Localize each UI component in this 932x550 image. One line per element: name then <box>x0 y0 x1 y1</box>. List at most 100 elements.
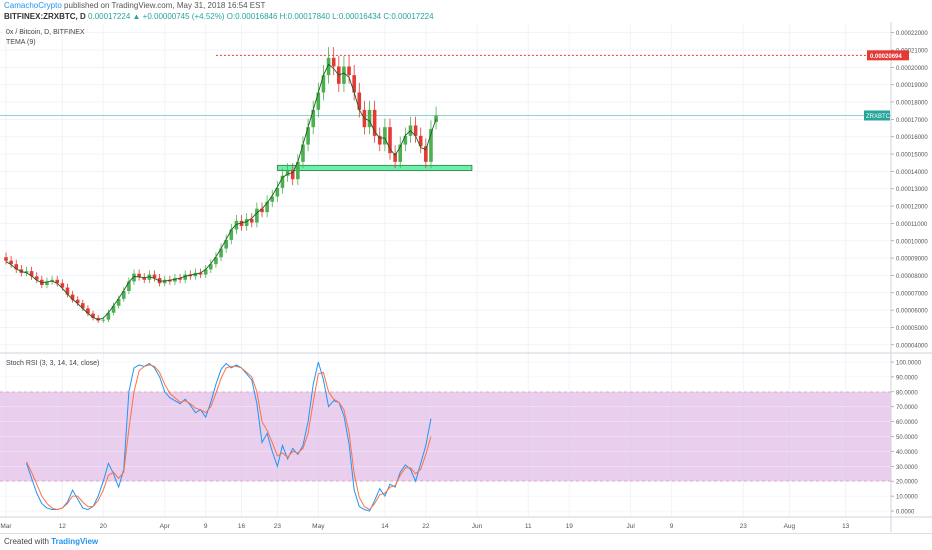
rsi-tick-label: 20.0000 <box>896 480 918 486</box>
candle-body <box>111 305 116 313</box>
time-tick-label: May <box>312 523 325 530</box>
symbol-badge <box>864 110 890 121</box>
chart-header: CamachoCrypto published on TradingView.c… <box>0 0 932 22</box>
time-tick-label: 12 <box>59 523 67 530</box>
candle-body <box>183 274 187 280</box>
candle-body <box>326 57 331 76</box>
resistance-price-badge <box>867 50 909 61</box>
candle-body <box>229 229 234 240</box>
price-tick-label: 0.00013000 <box>896 187 928 193</box>
time-tick-label: Mar <box>0 523 12 530</box>
candle-body <box>255 208 259 223</box>
candle-body <box>434 115 438 123</box>
price-tick-label: 0.00006000 <box>896 309 928 315</box>
candle-body <box>270 196 275 202</box>
candle-body <box>45 281 49 285</box>
ohlc-values: O:0.00016846 H:0.00017840 L:0.00016434 C… <box>226 12 434 21</box>
price-tick-label: 0.00012000 <box>896 205 928 211</box>
price-tick-label: 0.00004000 <box>896 343 928 349</box>
publish-info: published on TradingView.com, May 31, 20… <box>64 1 266 10</box>
candle-body <box>34 276 39 280</box>
support-zone <box>276 164 473 171</box>
candle-body <box>367 109 372 128</box>
time-tick-label: 20 <box>100 523 108 530</box>
candle-body <box>413 125 418 136</box>
time-tick-label: Aug <box>784 523 796 530</box>
candle-body <box>383 127 387 145</box>
stoch-rsi-d-line <box>26 364 432 511</box>
candle-body <box>65 287 70 295</box>
candle-body <box>342 66 346 84</box>
candle-body <box>393 153 397 162</box>
resistance-price-label: 0.00020694 <box>870 54 902 60</box>
candle-body <box>29 271 34 277</box>
time-tick-label: 23 <box>740 523 748 530</box>
candle-body <box>209 264 213 270</box>
candle-body <box>178 278 182 280</box>
time-tick-label: 13 <box>842 523 850 530</box>
rsi-tick-label: 40.0000 <box>896 450 918 456</box>
candle-body <box>398 144 403 162</box>
price-tick-label: 0.00014000 <box>896 170 928 176</box>
time-tick-label: 19 <box>566 523 574 530</box>
price-tick-label: 0.00016000 <box>896 135 928 141</box>
author-link[interactable]: CamachoCrypto <box>4 1 62 10</box>
price-tick-label: 0.00009000 <box>896 257 928 263</box>
rsi-tick-label: 30.0000 <box>896 465 918 471</box>
candle-body <box>203 269 208 275</box>
price-tick-label: 0.00019000 <box>896 83 928 89</box>
price-tick-label: 0.00007000 <box>896 291 928 297</box>
price-tick-label: 0.00017000 <box>896 118 928 124</box>
candle-body <box>306 127 310 145</box>
time-tick-label: 9 <box>204 523 208 530</box>
candle-body <box>60 283 65 288</box>
candle-body <box>152 274 157 279</box>
candle-body <box>132 273 136 282</box>
time-tick-label: 22 <box>422 523 430 530</box>
price-tick-label: 0.00022000 <box>896 31 928 37</box>
candle-body <box>9 260 13 265</box>
price-tick-label: 0.00005000 <box>896 326 928 332</box>
candle-body <box>14 264 19 270</box>
candle-body <box>219 248 223 258</box>
candle-body <box>214 257 218 265</box>
rsi-tick-label: 80.0000 <box>896 390 918 396</box>
candle-body <box>275 187 280 197</box>
candle-body <box>224 239 228 249</box>
indicator-legend: TEMA (9) <box>6 39 36 46</box>
time-tick-label: Jul <box>626 523 635 530</box>
candle-body <box>280 175 285 188</box>
symbol-label: BITFINEX:ZRXBTC, D <box>4 12 86 21</box>
candle-body <box>198 272 203 275</box>
rsi-tick-label: 0.0000 <box>896 510 915 516</box>
price-tick-label: 0.00021000 <box>896 49 928 55</box>
time-tick-label: 9 <box>670 523 674 530</box>
candle-body <box>388 127 392 154</box>
candle-body <box>101 319 106 321</box>
rsi-tick-label: 100.0000 <box>896 360 922 366</box>
rsi-tick-label: 50.0000 <box>896 435 918 441</box>
candle-body <box>403 135 408 145</box>
candle-body <box>70 294 75 300</box>
price-tick-label: 0.00018000 <box>896 101 928 107</box>
candle-body <box>352 75 356 93</box>
candle-body <box>142 277 147 280</box>
price-tick-label: 0.00011000 <box>896 222 928 228</box>
footer-bar: Created with TradingView <box>0 533 932 550</box>
candle-body <box>285 170 290 176</box>
candle-body <box>4 257 8 261</box>
tradingview-logo[interactable]: TradingView <box>51 537 99 546</box>
candle-body <box>127 281 131 292</box>
rsi-tick-label: 70.0000 <box>896 405 918 411</box>
candle-body <box>137 273 141 278</box>
chart-legend-title: 0x / Bitcoin, D, BITFINEX <box>6 29 85 36</box>
candle-body <box>372 109 377 136</box>
candle-body <box>321 75 326 93</box>
candle-body <box>86 308 90 314</box>
candle-body <box>24 271 29 273</box>
candle-body <box>347 66 351 76</box>
candle-body <box>121 291 126 299</box>
time-tick-label: 14 <box>381 523 389 530</box>
candle-body <box>418 135 423 147</box>
